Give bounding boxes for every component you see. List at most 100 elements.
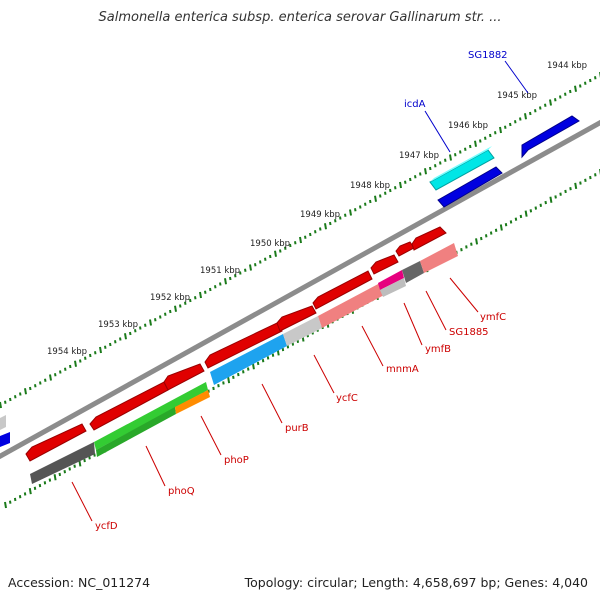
block-mnmA-pink[interactable] xyxy=(318,283,384,328)
tick-mark xyxy=(79,359,82,363)
gene-ymfB[interactable] xyxy=(370,254,399,275)
tick-mark xyxy=(529,209,533,213)
gene-left-fragment[interactable] xyxy=(0,432,10,447)
gene-label[interactable]: ymfB xyxy=(425,344,451,355)
tick-mark xyxy=(214,285,217,289)
tick-mark xyxy=(259,260,262,264)
tick-mark xyxy=(264,257,267,261)
block-ymfB-magenta[interactable] xyxy=(378,270,404,290)
tick-mark xyxy=(579,84,582,88)
gene-label[interactable]: ycfC xyxy=(336,393,358,404)
block-purB-blue[interactable] xyxy=(210,334,287,385)
gene-ycfD[interactable] xyxy=(25,423,87,462)
tick-mark xyxy=(48,478,52,482)
gene-phoQ[interactable] xyxy=(163,363,205,391)
block-phoP-orange[interactable] xyxy=(175,390,210,414)
gene-label[interactable]: ymfC xyxy=(480,312,506,323)
tick-mark xyxy=(464,147,467,151)
tick-mark xyxy=(594,76,597,80)
tick-mark xyxy=(494,131,497,135)
tick-mark xyxy=(359,205,362,209)
tick-mark xyxy=(63,470,66,474)
tick-mark xyxy=(479,139,482,143)
tick-mark xyxy=(409,177,412,182)
outer-tick-track xyxy=(0,72,600,409)
gene-label-leader xyxy=(449,277,479,313)
tick-mark xyxy=(349,209,352,216)
tick-mark xyxy=(0,401,2,409)
tick-mark xyxy=(304,235,307,239)
gene-label[interactable]: SG1885 xyxy=(449,327,489,338)
gene-label[interactable]: phoQ xyxy=(168,486,195,497)
tick-mark xyxy=(509,220,513,224)
block-left-gray[interactable] xyxy=(0,415,6,430)
tick-mark xyxy=(424,168,427,175)
gene-label[interactable]: mnmA xyxy=(386,364,419,375)
gene-ycfC[interactable] xyxy=(276,305,317,332)
tick-mark xyxy=(249,264,252,271)
gene-ymfC[interactable] xyxy=(411,226,447,251)
tick-mark xyxy=(232,375,235,380)
tick-mark xyxy=(4,501,7,509)
tick-mark xyxy=(474,140,477,147)
gene-label[interactable]: purB xyxy=(285,423,309,434)
gene-SG1885[interactable] xyxy=(395,241,415,257)
tick-mark xyxy=(554,195,557,199)
tick-mark xyxy=(584,81,587,85)
gene-SG1882[interactable] xyxy=(521,115,580,159)
block-ymfC-pink[interactable] xyxy=(420,243,458,273)
tick-mark xyxy=(53,474,57,481)
gene-label[interactable]: SG1882 xyxy=(468,50,508,61)
tick-mark xyxy=(261,359,265,363)
tick-mark xyxy=(286,345,290,349)
tick-mark xyxy=(589,175,592,180)
tick-mark xyxy=(222,381,225,385)
tick-mark xyxy=(94,351,97,355)
tick-mark xyxy=(374,195,377,202)
tick-mark xyxy=(379,194,382,198)
tick-mark xyxy=(64,367,67,371)
block-SG1885-gray[interactable] xyxy=(402,261,424,283)
block-ycfD-gray[interactable] xyxy=(30,442,95,484)
gene-label[interactable]: phoP xyxy=(224,455,249,466)
tick-mark xyxy=(269,254,272,259)
block-phoQ-green[interactable] xyxy=(94,382,208,450)
gene-icdA[interactable] xyxy=(429,149,495,191)
tick-mark xyxy=(169,309,172,314)
forward-genes xyxy=(0,115,580,447)
block-ymfB-gray[interactable] xyxy=(380,278,406,297)
tick-mark xyxy=(449,154,452,161)
tick-mark xyxy=(239,271,242,275)
block-ycfC-gray[interactable] xyxy=(283,316,322,346)
tick-mark xyxy=(439,161,442,165)
tick-mark xyxy=(369,199,372,204)
tick-mark xyxy=(24,388,27,395)
gene-SG1882-lower[interactable] xyxy=(437,166,503,208)
tick-mark xyxy=(579,181,582,185)
tick-mark xyxy=(559,95,562,99)
tick-mark xyxy=(524,210,528,217)
tick-mark xyxy=(194,296,197,300)
tick-mark xyxy=(23,492,27,496)
tick-mark xyxy=(574,182,578,190)
tick-mark xyxy=(384,191,387,195)
tick-mark xyxy=(584,178,587,182)
tick-mark xyxy=(179,304,182,308)
tick-mark xyxy=(59,370,62,374)
tick-mark xyxy=(242,370,245,374)
gene-label[interactable]: icdA xyxy=(404,99,426,110)
gene-label[interactable]: ycfD xyxy=(95,521,118,532)
tick-mark xyxy=(144,323,147,327)
tick-mark xyxy=(69,364,72,369)
tick-mark xyxy=(99,346,102,354)
gene-mnmA[interactable] xyxy=(312,270,373,310)
tick-mark xyxy=(514,217,518,221)
genome-backbone xyxy=(0,119,600,460)
tick-mark xyxy=(159,315,162,319)
tick-mark xyxy=(554,98,557,102)
block-phoQ-green-lower[interactable] xyxy=(96,407,176,457)
tick-mark xyxy=(569,186,572,191)
tick-mark xyxy=(217,384,220,388)
tick-mark xyxy=(504,223,508,227)
tick-mark xyxy=(8,500,12,504)
